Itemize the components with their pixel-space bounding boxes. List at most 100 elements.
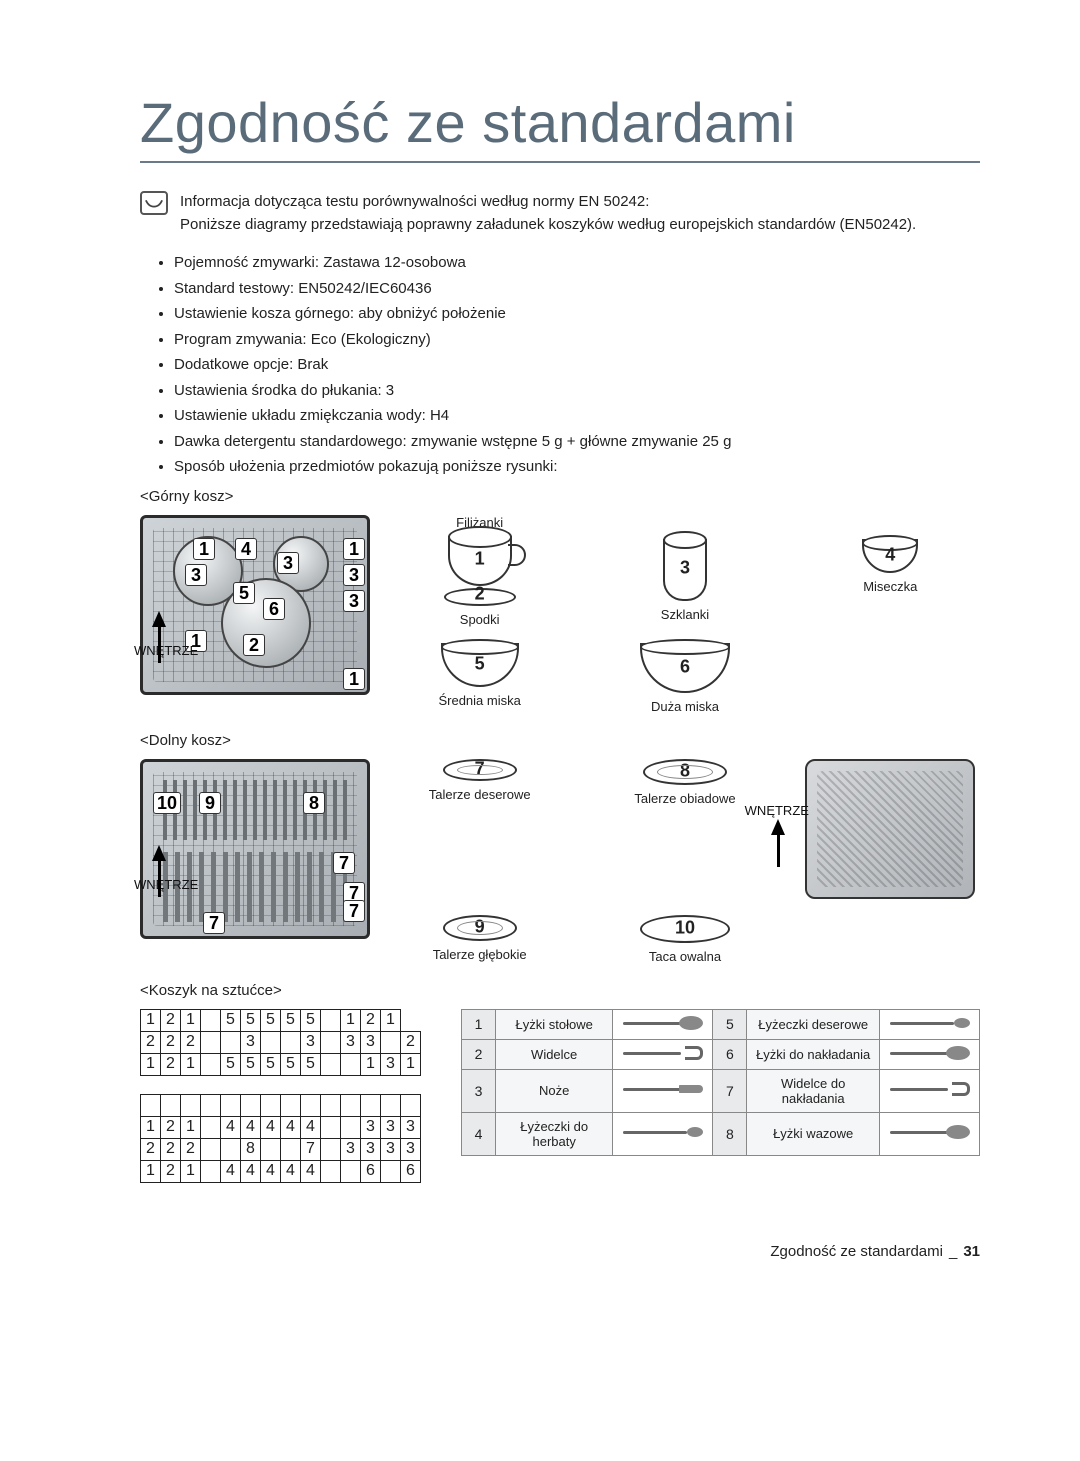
cutlery-cell: [341, 1053, 361, 1075]
cutlery-cell: [201, 1031, 221, 1053]
cutlery-cell: 6: [361, 1160, 381, 1182]
cutlery-legend-name: Łyżki do nakładania: [747, 1039, 880, 1069]
cutlery-cell: [161, 1094, 181, 1116]
arrow-up-icon: [152, 611, 166, 627]
cutlery-cell: [381, 1094, 401, 1116]
cutlery-cell: 4: [281, 1160, 301, 1182]
cutlery-legend-name: Łyżeczki deserowe: [747, 1009, 880, 1039]
glass-shape: 3: [663, 539, 707, 601]
cutlery-cell: 1: [141, 1009, 161, 1031]
cutlery-legend-number: 3: [462, 1069, 496, 1112]
cutlery-grid-a: 121555551212223333212155555131: [140, 1009, 421, 1076]
basket-number-badge: 3: [277, 552, 299, 574]
note-icon: [140, 191, 168, 215]
cutlery-cell: [221, 1031, 241, 1053]
cutlery-cell: 3: [401, 1138, 421, 1160]
small-bowl-number: 4: [885, 544, 895, 565]
cutlery-cell: 3: [361, 1138, 381, 1160]
cutlery-cell: [261, 1138, 281, 1160]
cutlery-cell: 2: [141, 1031, 161, 1053]
cutlery-cell: [321, 1160, 341, 1182]
spec-bullet: Pojemność zmywarki: Zastawa 12-osobowa: [174, 250, 980, 276]
basket-number-badge: 7: [343, 900, 365, 922]
cutlery-cell: 1: [181, 1116, 201, 1138]
medium-bowl-number: 5: [475, 653, 485, 674]
cutlery-cell: [401, 1094, 421, 1116]
cutlery-cell: [141, 1094, 161, 1116]
cutlery-cell: 3: [361, 1031, 381, 1053]
lower-basket-label: <Dolny kosz>: [140, 732, 980, 749]
spec-bullet: Program zmywania: Eco (Ekologiczny): [174, 327, 980, 353]
cutlery-legend-icon: [613, 1069, 713, 1112]
cutlery-cell: 4: [221, 1116, 241, 1138]
note-line-2: Poniższe diagramy przedstawiają poprawny…: [180, 214, 916, 237]
cutlery-legend-table: 1Łyżki stołowe5Łyżeczki deserowe2Widelce…: [461, 1009, 980, 1156]
cutlery-cell: 1: [401, 1053, 421, 1075]
cutlery-position-grids: 121555551212223333212155555131 121444443…: [140, 1009, 421, 1183]
cutlery-cell: [341, 1094, 361, 1116]
cutlery-grid-b: 121444443332228733331214444466: [140, 1094, 421, 1183]
cup-shape: 1: [448, 536, 512, 586]
cutlery-legend-number: 6: [713, 1039, 747, 1069]
basket-number-badge: 3: [343, 564, 365, 586]
cutlery-cell: 3: [241, 1031, 261, 1053]
basket-number-badge: 10: [153, 792, 181, 814]
cutlery-cell: [181, 1094, 201, 1116]
cutlery-cell: 2: [161, 1009, 181, 1031]
oval-caption: Taca owalna: [649, 949, 721, 964]
cutlery-legend-icon: [880, 1039, 980, 1069]
cutlery-cell: [341, 1116, 361, 1138]
cutlery-cell: [201, 1116, 221, 1138]
cutlery-cell: [321, 1094, 341, 1116]
basket-number-badge: 8: [303, 792, 325, 814]
cutlery-legend-name: Noże: [496, 1069, 613, 1112]
basket-number-badge: 2: [243, 634, 265, 656]
arrow-up-icon: [152, 845, 166, 861]
cutlery-cell: 2: [181, 1138, 201, 1160]
cutlery-legend-icon: [613, 1039, 713, 1069]
dessert-caption: Talerze deserowe: [429, 787, 531, 802]
cutlery-cell: 3: [381, 1138, 401, 1160]
cutlery-legend-icon: [880, 1112, 980, 1155]
basket-number-badge: 3: [185, 564, 207, 586]
large-bowl-shape: 6: [640, 643, 730, 693]
cutlery-cell: 5: [221, 1053, 241, 1075]
cutlery-cell: [281, 1031, 301, 1053]
cutlery-cell: 2: [181, 1031, 201, 1053]
small-bowl-caption: Miseczka: [863, 579, 917, 594]
oval-tray-shape: 10: [640, 915, 730, 943]
cutlery-cell: 7: [301, 1138, 321, 1160]
upper-legend: Filiżanki 1 2 Spodki 3 Szklanki: [390, 515, 980, 714]
basket-number-badge: 1: [343, 538, 365, 560]
basket-number-badge: 1: [343, 668, 365, 690]
page-footer: Zgodność ze standardami _ 31: [140, 1243, 980, 1260]
cutlery-legend-name: Widelce do nakładania: [747, 1069, 880, 1112]
cutlery-cell: 2: [161, 1031, 181, 1053]
cutlery-cell: [201, 1053, 221, 1075]
cutlery-cell: [201, 1138, 221, 1160]
cutlery-cell: [221, 1138, 241, 1160]
cutlery-cell: 1: [381, 1009, 401, 1031]
cutlery-cell: 8: [241, 1138, 261, 1160]
small-bowl-shape: 4: [862, 539, 918, 573]
cutlery-cell: 2: [161, 1116, 181, 1138]
cutlery-cell: [201, 1160, 221, 1182]
dessert-number: 7: [475, 758, 485, 779]
dinner-number: 8: [680, 760, 690, 781]
inside-label-lower: WNĘTRZE: [134, 877, 198, 892]
cutlery-legend-number: 7: [713, 1069, 747, 1112]
arrow-up-icon: [771, 819, 785, 835]
dinner-caption: Talerze obiadowe: [634, 791, 735, 806]
cutlery-cell: [381, 1160, 401, 1182]
cutlery-cell: 1: [181, 1160, 201, 1182]
cutlery-cell: [341, 1160, 361, 1182]
cutlery-cell: [281, 1094, 301, 1116]
cutlery-cell: [301, 1094, 321, 1116]
cutlery-cell: 5: [281, 1009, 301, 1031]
cutlery-legend-name: Łyżki stołowe: [496, 1009, 613, 1039]
cutlery-cell: [221, 1094, 241, 1116]
cutlery-legend-icon: [613, 1009, 713, 1039]
cup-number: 1: [475, 548, 485, 569]
cutlery-cell: 5: [241, 1009, 261, 1031]
lower-legend: 7 Talerze deserowe 8 Talerze obiadowe WN…: [390, 759, 980, 964]
